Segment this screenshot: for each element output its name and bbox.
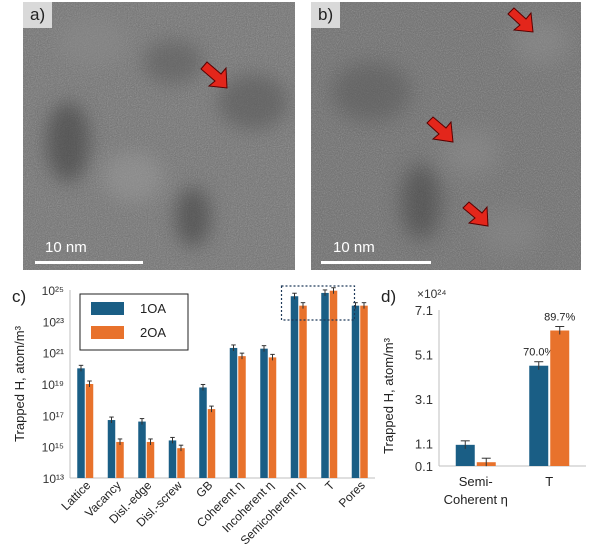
bar-1oa [455, 444, 475, 466]
y-tick-label: 10¹⁷ [42, 409, 64, 423]
bar-2oa [299, 305, 307, 478]
tem-image-b: b) 10 nm [311, 2, 581, 270]
panel-d-label: d) [381, 287, 397, 306]
legend-swatch [91, 302, 124, 315]
arrow-icon [200, 61, 228, 89]
x-tick-label: Coherent η [444, 492, 508, 507]
y-tick-label: 10²¹ [43, 347, 64, 361]
legend-label: 2OA [140, 325, 166, 340]
arrow-icon [507, 7, 534, 33]
bar-1oa [107, 420, 116, 478]
y-tick-label: 0.1 [415, 459, 433, 474]
x-tick-label: Pores [336, 478, 368, 510]
bar-1oa [529, 365, 549, 466]
y-tick-label: 10²³ [43, 315, 64, 329]
scale-bar-label-a: 10 nm [45, 239, 87, 256]
y-tick-label: 10²⁵ [42, 284, 64, 298]
y-tick-label: 5.1 [415, 348, 433, 363]
y-axis-label: Trapped H, atom/m³ [12, 325, 27, 442]
data-annotation: 89.7% [544, 312, 575, 324]
x-tick-label: GB [193, 478, 215, 500]
legend-label: 1OA [140, 301, 166, 316]
bar-2oa [85, 384, 94, 478]
data-annotation: 70.0% [523, 347, 554, 359]
x-tick-label: Semi- [459, 474, 493, 489]
bar-2oa [207, 409, 216, 478]
y-tick-label: 10¹³ [43, 472, 64, 486]
bar-1oa [138, 421, 146, 478]
panel-c-label: c) [12, 287, 27, 306]
bar-2oa [116, 441, 124, 478]
bar-2oa [177, 448, 185, 478]
y-tick-label: 10¹⁵ [42, 441, 64, 455]
bar-1oa [290, 296, 299, 478]
panel-b-label: b) [311, 2, 341, 28]
bar-2oa [146, 441, 155, 478]
scale-bar-label-b: 10 nm [333, 239, 375, 256]
bar-1oa [199, 387, 207, 478]
x-tick-label: T [322, 478, 338, 494]
arrow-icon [462, 201, 489, 227]
scale-bar-b [321, 261, 431, 264]
y-scale-factor: ×10²⁴ [417, 287, 447, 301]
bar-2oa [360, 305, 368, 478]
legend-swatch [91, 326, 124, 339]
scale-bar-a [35, 261, 143, 264]
bar-1oa [168, 440, 177, 478]
bar-2oa [238, 356, 246, 478]
bar-1oa [260, 348, 268, 478]
chart-d: 0.1 1.1 3.1 5.1 7.1 ×10²⁴ Trapped H, atom/m³ Se… [381, 287, 586, 507]
bar-1oa [351, 305, 360, 478]
y-tick-label: 10¹⁹ [42, 378, 64, 392]
tem-texture-b [311, 2, 581, 270]
y-tick-label: 3.1 [415, 392, 433, 407]
x-tick-label: T [545, 474, 553, 489]
bar-2oa [268, 357, 277, 478]
bar-1oa [229, 347, 238, 478]
y-axis-label: Trapped H, atom/m³ [381, 337, 396, 454]
chart-c: 10¹³ 10¹⁵ 10¹⁷ 10¹⁹ 10²¹ 10²³ 10²⁵ Trapped H, a… [12, 284, 375, 548]
y-tick-label: 7.1 [415, 303, 433, 318]
tem-image-a: a) 10 nm [23, 2, 295, 270]
bar-1oa [77, 368, 85, 478]
arrow-icon [426, 116, 454, 143]
panel-a-label: a) [23, 2, 53, 28]
bar-2oa [550, 330, 570, 466]
bar-1oa [321, 292, 329, 478]
tem-texture-a [23, 2, 295, 270]
highlight-box [280, 285, 356, 321]
y-tick-label: 1.1 [415, 437, 433, 452]
bar-2oa [329, 290, 338, 478]
